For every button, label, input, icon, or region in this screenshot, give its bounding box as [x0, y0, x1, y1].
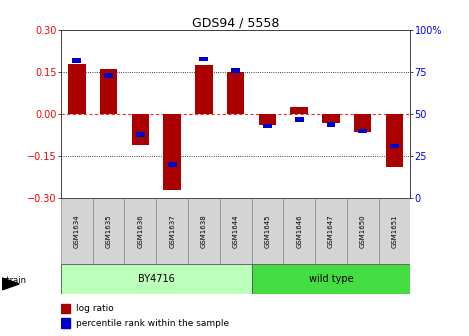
Bar [378, 198, 410, 264]
Text: BY4716: BY4716 [138, 274, 174, 284]
Bar [163, 114, 181, 190]
Text: log ratio: log ratio [76, 304, 113, 313]
Bar [347, 198, 378, 264]
Bar [251, 264, 410, 294]
Bar [132, 114, 149, 145]
Bar [168, 162, 177, 167]
Text: GSM1637: GSM1637 [169, 214, 175, 248]
Text: GSM1636: GSM1636 [137, 214, 144, 248]
Text: GSM1646: GSM1646 [296, 214, 302, 248]
Bar [390, 144, 399, 149]
Bar [195, 65, 212, 114]
Bar [199, 56, 208, 61]
Polygon shape [2, 278, 19, 290]
Bar [326, 122, 335, 127]
Text: percentile rank within the sample: percentile rank within the sample [76, 319, 229, 328]
Bar [354, 114, 371, 132]
Bar [61, 319, 70, 328]
Text: GSM1638: GSM1638 [201, 214, 207, 248]
Text: GSM1650: GSM1650 [360, 214, 366, 248]
Text: strain: strain [2, 276, 26, 285]
Text: wild type: wild type [309, 274, 353, 284]
Text: GSM1634: GSM1634 [74, 214, 80, 248]
Text: GSM1644: GSM1644 [233, 214, 239, 248]
Bar [156, 198, 188, 264]
Text: GSM1635: GSM1635 [106, 214, 112, 248]
Text: GSM1651: GSM1651 [392, 214, 398, 248]
Bar [61, 198, 93, 264]
Bar [72, 58, 81, 63]
Bar [283, 198, 315, 264]
Bar [227, 72, 244, 114]
Bar [251, 198, 283, 264]
Bar [295, 117, 303, 122]
Bar [136, 132, 145, 137]
Text: GSM1645: GSM1645 [265, 214, 271, 248]
Bar [93, 198, 124, 264]
Bar [231, 68, 240, 73]
Bar [386, 114, 403, 167]
Bar [358, 129, 367, 133]
Bar [220, 198, 251, 264]
Text: GSM1647: GSM1647 [328, 214, 334, 248]
Bar [100, 70, 117, 114]
Bar [61, 304, 70, 313]
Bar [290, 107, 308, 114]
Bar [68, 64, 85, 114]
Bar [322, 114, 340, 123]
Bar [315, 198, 347, 264]
Bar [263, 124, 272, 128]
Bar [104, 73, 113, 78]
Bar [61, 264, 251, 294]
Bar [259, 114, 276, 125]
Bar [188, 198, 220, 264]
Bar [124, 198, 156, 264]
Title: GDS94 / 5558: GDS94 / 5558 [192, 16, 280, 29]
